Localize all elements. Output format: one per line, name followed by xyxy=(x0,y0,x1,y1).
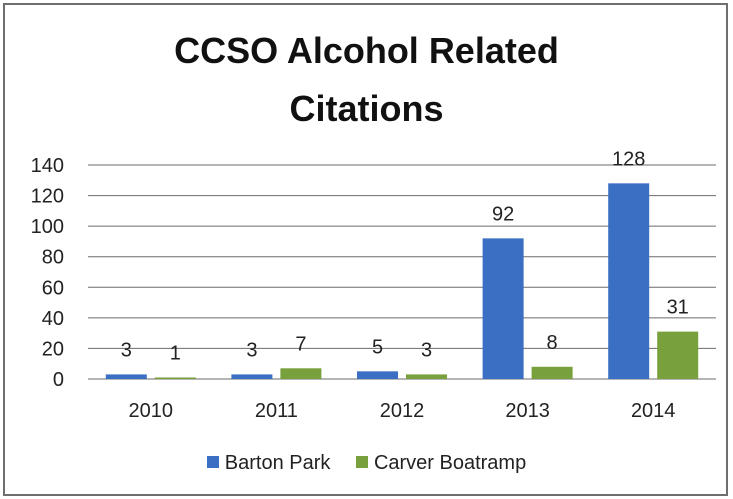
data-label: 1 xyxy=(170,342,181,364)
legend-label-carver-boatramp: Carver Boatramp xyxy=(373,452,527,474)
data-label: 31 xyxy=(667,297,689,319)
data-label: 92 xyxy=(492,203,514,225)
y-tick-label: 100 xyxy=(31,216,64,238)
data-label: 3 xyxy=(121,339,132,361)
x-tick-label: 2012 xyxy=(380,400,425,422)
chart-title: CCSO Alcohol Related Citations xyxy=(0,22,733,138)
x-tick-label: 2013 xyxy=(505,400,550,422)
y-tick-label: 40 xyxy=(42,308,64,330)
bar xyxy=(482,238,524,379)
legend-swatch-barton-park xyxy=(206,456,219,468)
bar xyxy=(657,331,699,379)
y-tick-label: 60 xyxy=(42,277,64,299)
x-tick-label: 2010 xyxy=(129,400,174,422)
x-tick-label: 2011 xyxy=(255,400,298,422)
y-tick-label: 80 xyxy=(42,247,64,269)
data-label: 3 xyxy=(421,339,432,361)
data-label: 5 xyxy=(372,336,383,358)
bar xyxy=(280,368,322,379)
bar xyxy=(608,183,650,379)
legend-swatch-carver-boatramp xyxy=(355,456,368,468)
bar xyxy=(231,374,273,379)
chart-frame xyxy=(3,3,728,496)
legend-label-barton-park: Barton Park xyxy=(224,452,331,474)
bar xyxy=(406,374,447,379)
data-label: 3 xyxy=(246,339,257,361)
y-tick-label: 0 xyxy=(53,369,64,391)
bar xyxy=(357,371,398,379)
bar xyxy=(105,374,147,379)
x-tick-label: 2014 xyxy=(631,400,676,422)
y-tick-label: 120 xyxy=(31,186,64,208)
data-label: 128 xyxy=(612,148,645,170)
bar xyxy=(154,377,196,379)
y-tick-label: 20 xyxy=(42,338,64,360)
legend: Barton Park Carver Boatramp xyxy=(0,452,733,475)
chart-title-line-2: Citations xyxy=(289,88,444,129)
data-label: 8 xyxy=(547,332,558,354)
data-label: 7 xyxy=(295,333,306,355)
legend-item-carver-boatramp: Carver Boatramp xyxy=(355,452,527,475)
y-tick-label: 140 xyxy=(31,155,64,177)
chart-title-line-1: CCSO Alcohol Related xyxy=(174,30,559,71)
legend-item-barton-park: Barton Park xyxy=(206,452,331,475)
bar xyxy=(531,366,573,379)
